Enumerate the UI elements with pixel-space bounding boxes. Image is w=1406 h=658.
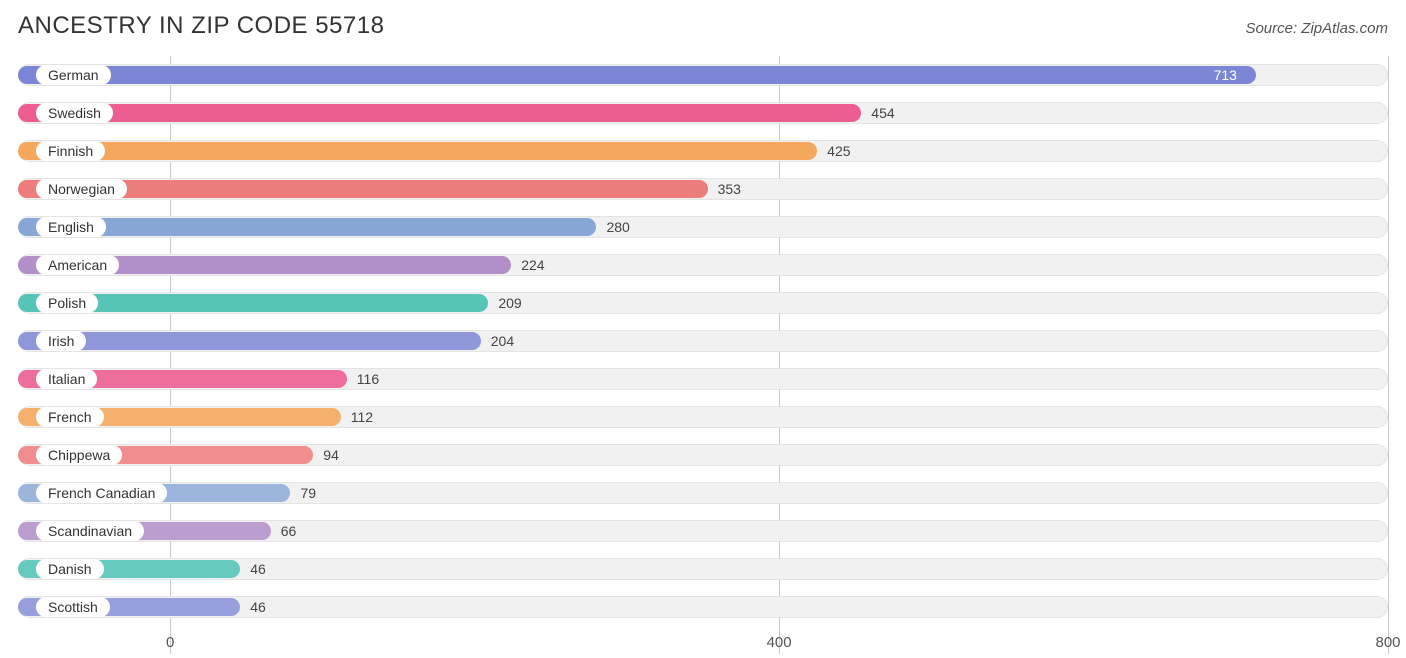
x-axis: 0400800 [18,628,1388,658]
bar [18,142,817,160]
category-label: Chippewa [36,445,122,465]
category-label: Italian [36,369,97,389]
bar-row: English 280 [18,210,1388,244]
x-tick-label: 0 [166,634,174,651]
bar-row: Swedish 454 [18,96,1388,130]
bar-row: Scandinavian 66 [18,514,1388,548]
bar [18,66,1256,84]
value-label: 713 [1214,67,1237,83]
category-label: Scottish [36,597,110,617]
category-label: German [36,65,111,85]
value-label: 66 [281,523,297,539]
value-label: 209 [498,295,521,311]
category-label: Irish [36,331,86,351]
value-label: 94 [323,447,339,463]
chart-source: Source: ZipAtlas.com [1245,20,1388,37]
category-label: Swedish [36,103,113,123]
value-label: 79 [300,485,316,501]
value-label: 46 [250,599,266,615]
chart-title: ANCESTRY IN ZIP CODE 55718 [18,12,384,40]
bar-row: Danish 46 [18,552,1388,586]
bar-row: German 713 [18,58,1388,92]
chart-container: ANCESTRY IN ZIP CODE 55718 Source: ZipAt… [0,0,1406,644]
value-label: 46 [250,561,266,577]
value-label: 204 [491,333,514,349]
bar-row: Chippewa 94 [18,438,1388,472]
value-label: 353 [718,181,741,197]
category-label: Norwegian [36,179,127,199]
plot-area: German 713 Swedish 454 Finnish 425 Norwegian 35… [18,58,1388,624]
category-label: English [36,217,106,237]
category-label: Polish [36,293,98,313]
value-label: 112 [351,409,373,425]
bar-row: Italian 116 [18,362,1388,396]
category-label: Scandinavian [36,521,144,541]
bar-row: Polish 209 [18,286,1388,320]
category-label: American [36,255,119,275]
value-label: 425 [827,143,850,159]
bar-row: French Canadian 79 [18,476,1388,510]
value-label: 224 [521,257,544,273]
bar-row: Finnish 425 [18,134,1388,168]
category-label: French Canadian [36,483,167,503]
gridline [1388,56,1389,654]
bar-row: American 224 [18,248,1388,282]
bar [18,332,481,350]
chart-body: German 713 Swedish 454 Finnish 425 Norwegian 35… [18,58,1388,658]
chart-header: ANCESTRY IN ZIP CODE 55718 Source: ZipAt… [18,12,1388,40]
category-label: Danish [36,559,104,579]
bar-row: French 112 [18,400,1388,434]
value-label: 116 [357,371,379,387]
x-tick-label: 800 [1375,634,1400,651]
category-label: French [36,407,104,427]
value-label: 280 [606,219,629,235]
category-label: Finnish [36,141,105,161]
x-tick-label: 400 [767,634,792,651]
bar-row: Norwegian 353 [18,172,1388,206]
bar [18,104,861,122]
bar-row: Scottish 46 [18,590,1388,624]
bar-row: Irish 204 [18,324,1388,358]
value-label: 454 [871,105,894,121]
